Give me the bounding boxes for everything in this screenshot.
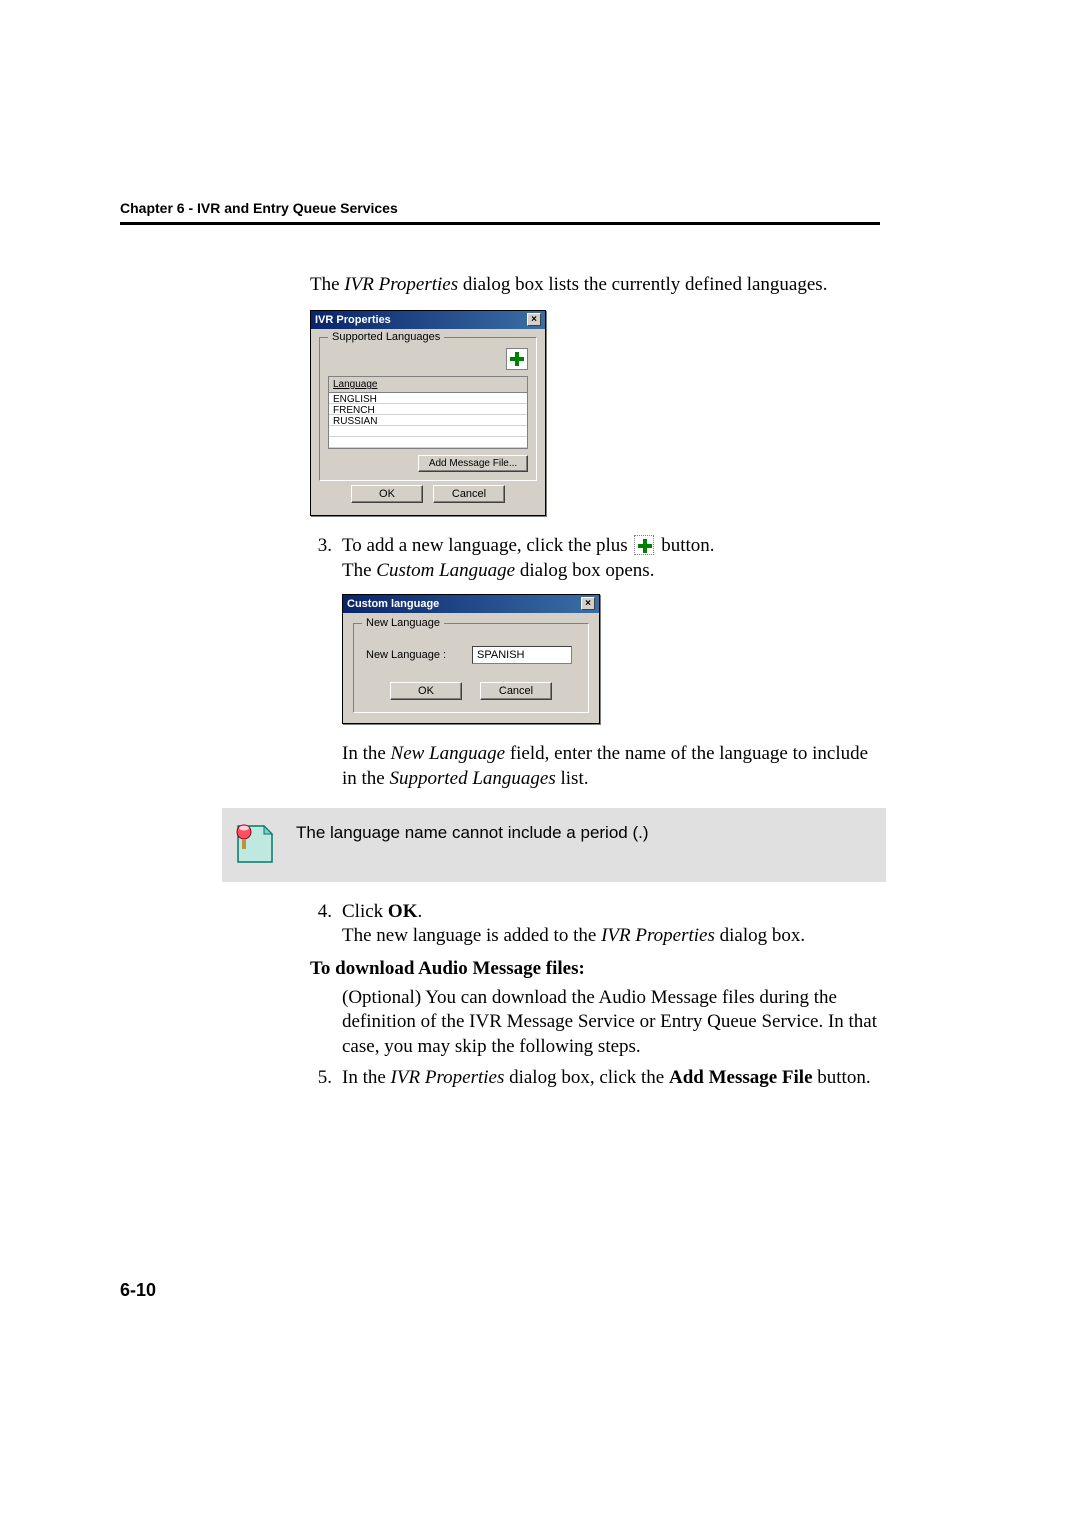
table-row[interactable]: RUSSIAN [329, 415, 527, 426]
new-language-input[interactable] [472, 646, 572, 664]
optional-paragraph: (Optional) You can download the Audio Me… [342, 986, 885, 1060]
table-row [329, 437, 527, 448]
step3-line1-post: button. [656, 535, 714, 556]
step3-line2-pre: The [342, 560, 376, 581]
note-icon [232, 822, 278, 868]
add-message-file-button[interactable]: Add Message File... [418, 455, 528, 472]
note-text: The language name cannot include a perio… [296, 822, 649, 844]
intro-paragraph: The IVR Properties dialog box lists the … [310, 273, 885, 298]
after-custom-paragraph: In the New Language field, enter the nam… [342, 742, 885, 791]
ok-button[interactable]: OK [351, 485, 423, 503]
plus-icon-inline [634, 535, 654, 555]
add-language-button[interactable] [506, 348, 528, 370]
step3-line2-em: Custom Language [376, 560, 515, 581]
ivr-title: IVR Properties [315, 313, 391, 327]
step-5: 5. In the IVR Properties dialog box, cli… [310, 1066, 885, 1091]
custom-titlebar: Custom language × [343, 595, 599, 613]
chapter-header: Chapter 6 - IVR and Entry Queue Services [120, 200, 955, 222]
language-table: Language ENGLISH FRENCH RUSSIAN [328, 376, 528, 449]
intro-em: IVR Properties [344, 274, 458, 295]
new-language-label: New Language : [366, 648, 462, 662]
step3-line2-post: dialog box opens. [515, 560, 654, 581]
step-number: 4. [310, 900, 332, 949]
close-icon[interactable]: × [581, 597, 595, 610]
custom-language-dialog: Custom language × New Language New Langu… [342, 594, 600, 725]
table-row[interactable]: FRENCH [329, 404, 527, 415]
step3-line1-pre: To add a new language, click the plus [342, 535, 632, 556]
ok-button[interactable]: OK [390, 682, 462, 700]
note-block: The language name cannot include a perio… [222, 808, 886, 882]
language-col-header: Language [329, 377, 527, 393]
table-row [329, 426, 527, 437]
cancel-button[interactable]: Cancel [480, 682, 552, 700]
ivr-properties-dialog: IVR Properties × Supported Languages Lan… [310, 310, 546, 517]
step-number: 5. [310, 1066, 332, 1091]
step-number: 3. [310, 534, 332, 791]
close-icon[interactable]: × [527, 313, 541, 326]
plus-icon [510, 352, 524, 366]
ivr-fieldset-legend: Supported Languages [328, 330, 444, 344]
custom-title: Custom language [347, 597, 439, 611]
custom-fieldset-legend: New Language [362, 616, 444, 630]
download-subhead: To download Audio Message files: [310, 957, 885, 982]
ivr-titlebar: IVR Properties × [311, 311, 545, 329]
intro-pre: The [310, 274, 344, 295]
step-4: 4. Click OK. The new language is added t… [310, 900, 885, 949]
table-row[interactable]: ENGLISH [329, 393, 527, 404]
step-3: 3. To add a new language, click the plus… [310, 534, 885, 791]
cancel-button[interactable]: Cancel [433, 485, 505, 503]
header-rule [120, 222, 880, 225]
intro-post: dialog box lists the currently defined l… [458, 274, 827, 295]
page-number: 6-10 [120, 1280, 156, 1301]
